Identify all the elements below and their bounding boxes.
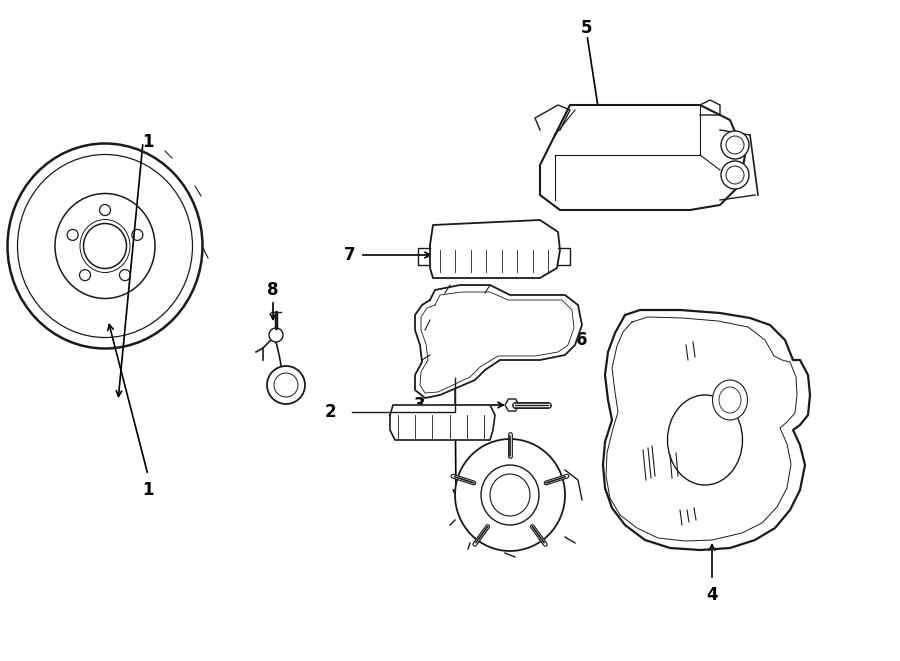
Ellipse shape <box>721 161 749 189</box>
Text: 2: 2 <box>324 403 336 421</box>
Ellipse shape <box>721 131 749 159</box>
Text: 4: 4 <box>706 586 718 604</box>
Ellipse shape <box>481 465 539 525</box>
Ellipse shape <box>713 380 748 420</box>
Polygon shape <box>415 285 582 398</box>
Ellipse shape <box>455 439 565 551</box>
Polygon shape <box>540 105 745 210</box>
Polygon shape <box>603 310 810 550</box>
Text: 1: 1 <box>142 481 154 499</box>
Polygon shape <box>700 100 720 115</box>
Polygon shape <box>390 405 495 440</box>
Polygon shape <box>535 105 570 130</box>
Polygon shape <box>505 399 519 411</box>
Text: 5: 5 <box>581 19 593 37</box>
Text: 8: 8 <box>267 281 279 299</box>
Ellipse shape <box>490 474 530 516</box>
Ellipse shape <box>668 395 742 485</box>
Text: 3: 3 <box>414 396 426 414</box>
Text: 1: 1 <box>142 133 154 151</box>
Ellipse shape <box>267 366 305 404</box>
Polygon shape <box>430 220 560 278</box>
Ellipse shape <box>269 328 283 342</box>
Text: 6: 6 <box>576 331 588 349</box>
Text: 7: 7 <box>344 246 356 264</box>
